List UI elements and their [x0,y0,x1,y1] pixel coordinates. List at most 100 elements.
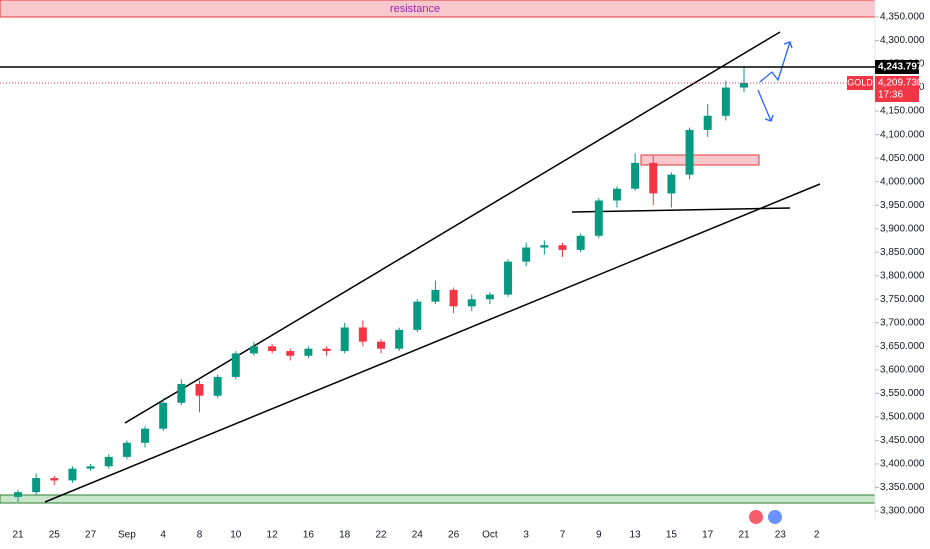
down-arrow-head [764,114,774,122]
y-tick-label: 3,400.000 [880,459,925,470]
candle-body [32,478,41,493]
resistance-label: resistance [390,3,440,15]
candle-body [340,327,349,352]
level-label-box [875,59,919,74]
candle-body [213,376,222,396]
symbol-box [847,75,873,90]
last-price-box [875,75,919,102]
upper-trendline [124,31,781,424]
y-tick-label: 3,650.000 [880,341,925,352]
candle-body [286,351,295,356]
candle-body [467,299,476,307]
candle-body [449,289,458,307]
candle-body [631,162,640,189]
candle-body [195,383,204,396]
x-tick-label: 17 [702,530,714,541]
x-tick-label: 8 [197,530,203,541]
x-tick-label: 3 [523,530,529,541]
y-tick-label: 4,350.000 [880,12,925,23]
candle-body [68,468,77,481]
x-tick-label: 27 [85,530,97,541]
y-tick-label: 3,750.000 [880,294,925,305]
y-tick-label: 3,800.000 [880,270,925,281]
up-arrow-head [783,41,793,49]
candle-body [413,301,422,330]
candle-body [141,428,150,443]
y-tick-label: 4,300.000 [880,35,925,46]
y-tick-label: 3,600.000 [880,364,925,375]
y-tick-label: 4,100.000 [880,129,925,140]
y-tick-label: 4,150.000 [880,106,925,117]
candle-body [703,115,712,130]
x-tick-label: 21 [738,530,750,541]
x-tick-label: 16 [303,530,315,541]
candle-body [159,402,168,429]
candle-body [649,162,658,194]
y-tick-label: 3,700.000 [880,317,925,328]
up-arrow [759,41,791,83]
candle-body [540,245,549,248]
x-tick-label: 21 [12,530,24,541]
candle-body [667,174,676,194]
x-tick-label: 2 [814,530,820,541]
event-icon [768,510,782,524]
level-label: 4,243.797 [878,62,923,73]
y-tick-label: 3,550.000 [880,388,925,399]
candle-body [431,289,440,302]
y-tick-label: 3,350.000 [880,482,925,493]
x-tick-label: 26 [448,530,460,541]
lower-trendline [44,183,821,503]
y-tick-label: 3,300.000 [880,506,925,517]
candle-body [249,346,258,354]
candle-body [395,329,404,349]
down-arrow [757,89,772,122]
candle-body [322,348,331,352]
support-zone [0,494,876,504]
y-tick-label: 3,450.000 [880,435,925,446]
y-tick-label: 4,000.000 [880,176,925,187]
x-tick-label: Sep [118,530,136,541]
candle-body [231,353,240,377]
supply-box [640,154,760,166]
candle-body [576,235,585,250]
candle-body [268,346,277,352]
candle-body [304,348,313,356]
x-tick-label: 9 [596,530,602,541]
candle-body [358,327,367,342]
countdown-label: 17:36 [878,90,903,101]
x-tick-label: 24 [412,530,424,541]
symbol-label: GOLD [847,77,873,87]
x-tick-label: 18 [339,530,351,541]
y-tick-label: 3,950.000 [880,200,925,211]
candle-body [485,294,494,300]
candle-body [377,341,385,349]
y-tick-label: 3,500.000 [880,412,925,423]
candle-body [740,82,748,88]
candle-body [558,245,567,250]
y-tick-label: 3,850.000 [880,247,925,258]
x-tick-label: 7 [560,530,566,541]
candle-body [685,129,694,175]
x-tick-label: Oct [482,530,498,541]
candle-body [177,383,186,403]
y-tick-label: 3,900.000 [880,223,925,234]
x-tick-label: 12 [267,530,279,541]
x-tick-label: 10 [230,530,242,541]
candle-body [504,261,513,295]
candle-body [104,456,113,467]
candle-body [86,466,95,469]
x-tick-label: 23 [775,530,787,541]
horizontal-trendline [571,207,791,213]
event-icon [749,510,763,524]
candle-body [522,247,531,262]
candle-body [50,478,59,481]
x-tick-label: 15 [666,530,678,541]
x-tick-label: 22 [375,530,387,541]
candle-body [612,188,621,201]
x-tick-label: 25 [49,530,61,541]
candle-body [122,442,131,457]
x-tick-label: 13 [630,530,642,541]
candle-body [721,87,730,116]
candle-body [14,492,22,497]
